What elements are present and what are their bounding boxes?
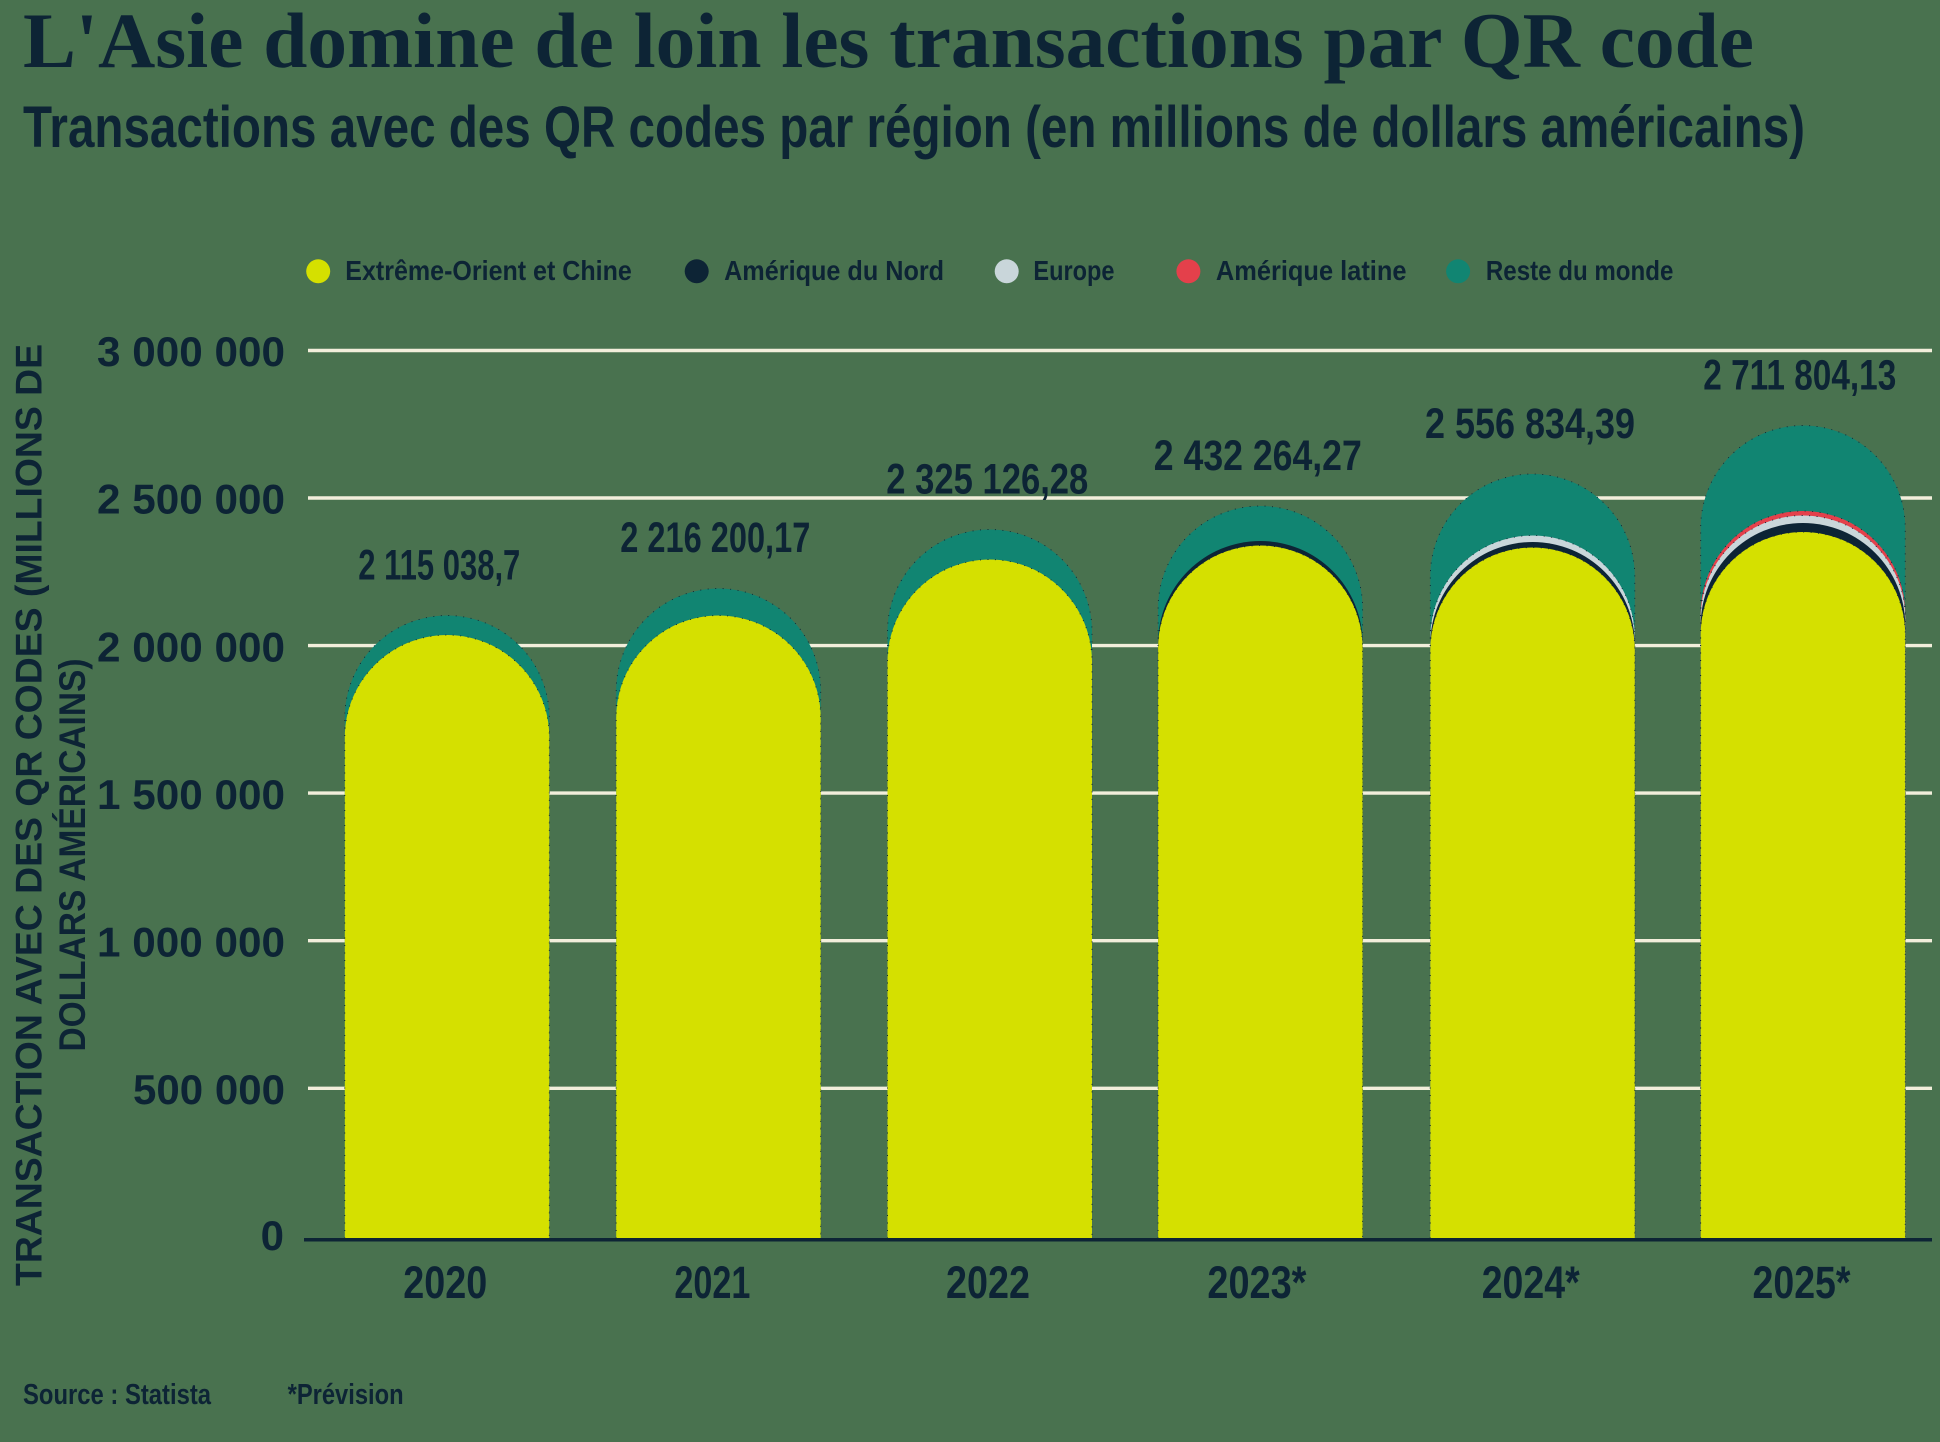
svg-text:Extrême-Orient et Chine: Extrême-Orient et Chine bbox=[345, 255, 632, 286]
svg-text:2 000 000: 2 000 000 bbox=[97, 623, 285, 670]
svg-text:500 000: 500 000 bbox=[133, 1066, 285, 1113]
svg-text:2023*: 2023* bbox=[1207, 1257, 1306, 1308]
svg-text:2 216 200,17: 2 216 200,17 bbox=[620, 514, 810, 562]
svg-text:DOLLARS AMÉRICAINS): DOLLARS AMÉRICAINS) bbox=[52, 659, 93, 1052]
svg-text:2020: 2020 bbox=[403, 1257, 487, 1308]
svg-text:2 115 038,7: 2 115 038,7 bbox=[358, 542, 520, 590]
svg-text:2021: 2021 bbox=[674, 1257, 750, 1308]
svg-text:2024*: 2024* bbox=[1482, 1257, 1580, 1308]
svg-text:3 000 000: 3 000 000 bbox=[97, 328, 285, 375]
svg-text:Europe: Europe bbox=[1033, 255, 1114, 286]
svg-text:2 432 264,27: 2 432 264,27 bbox=[1154, 432, 1362, 480]
svg-text:*Prévision: *Prévision bbox=[288, 1379, 404, 1411]
svg-text:Transactions avec des QR codes: Transactions avec des QR codes par régio… bbox=[23, 95, 1805, 160]
svg-text:2 500 000: 2 500 000 bbox=[97, 476, 285, 523]
svg-text:L'Asie domine de loin les tran: L'Asie domine de loin les transactions p… bbox=[23, 0, 1754, 84]
svg-text:2 711 804,13: 2 711 804,13 bbox=[1703, 352, 1896, 400]
svg-text:TRANSACTION AVEC DES QR CODES: TRANSACTION AVEC DES QR CODES (MILLIONS … bbox=[9, 344, 50, 1286]
svg-text:2022: 2022 bbox=[946, 1257, 1030, 1308]
svg-text:Reste du monde: Reste du monde bbox=[1486, 255, 1674, 286]
svg-text:Amérique du Nord: Amérique du Nord bbox=[724, 255, 944, 286]
svg-text:2 556 834,39: 2 556 834,39 bbox=[1425, 400, 1635, 448]
svg-text:Amérique latine: Amérique latine bbox=[1216, 255, 1407, 286]
svg-text:Source : Statista: Source : Statista bbox=[23, 1379, 212, 1411]
svg-text:2 325 126,28: 2 325 126,28 bbox=[886, 456, 1088, 504]
svg-text:1 000 000: 1 000 000 bbox=[97, 918, 285, 965]
svg-text:2025*: 2025* bbox=[1753, 1257, 1851, 1308]
svg-text:1 500 000: 1 500 000 bbox=[97, 771, 285, 818]
svg-text:0: 0 bbox=[261, 1212, 284, 1259]
